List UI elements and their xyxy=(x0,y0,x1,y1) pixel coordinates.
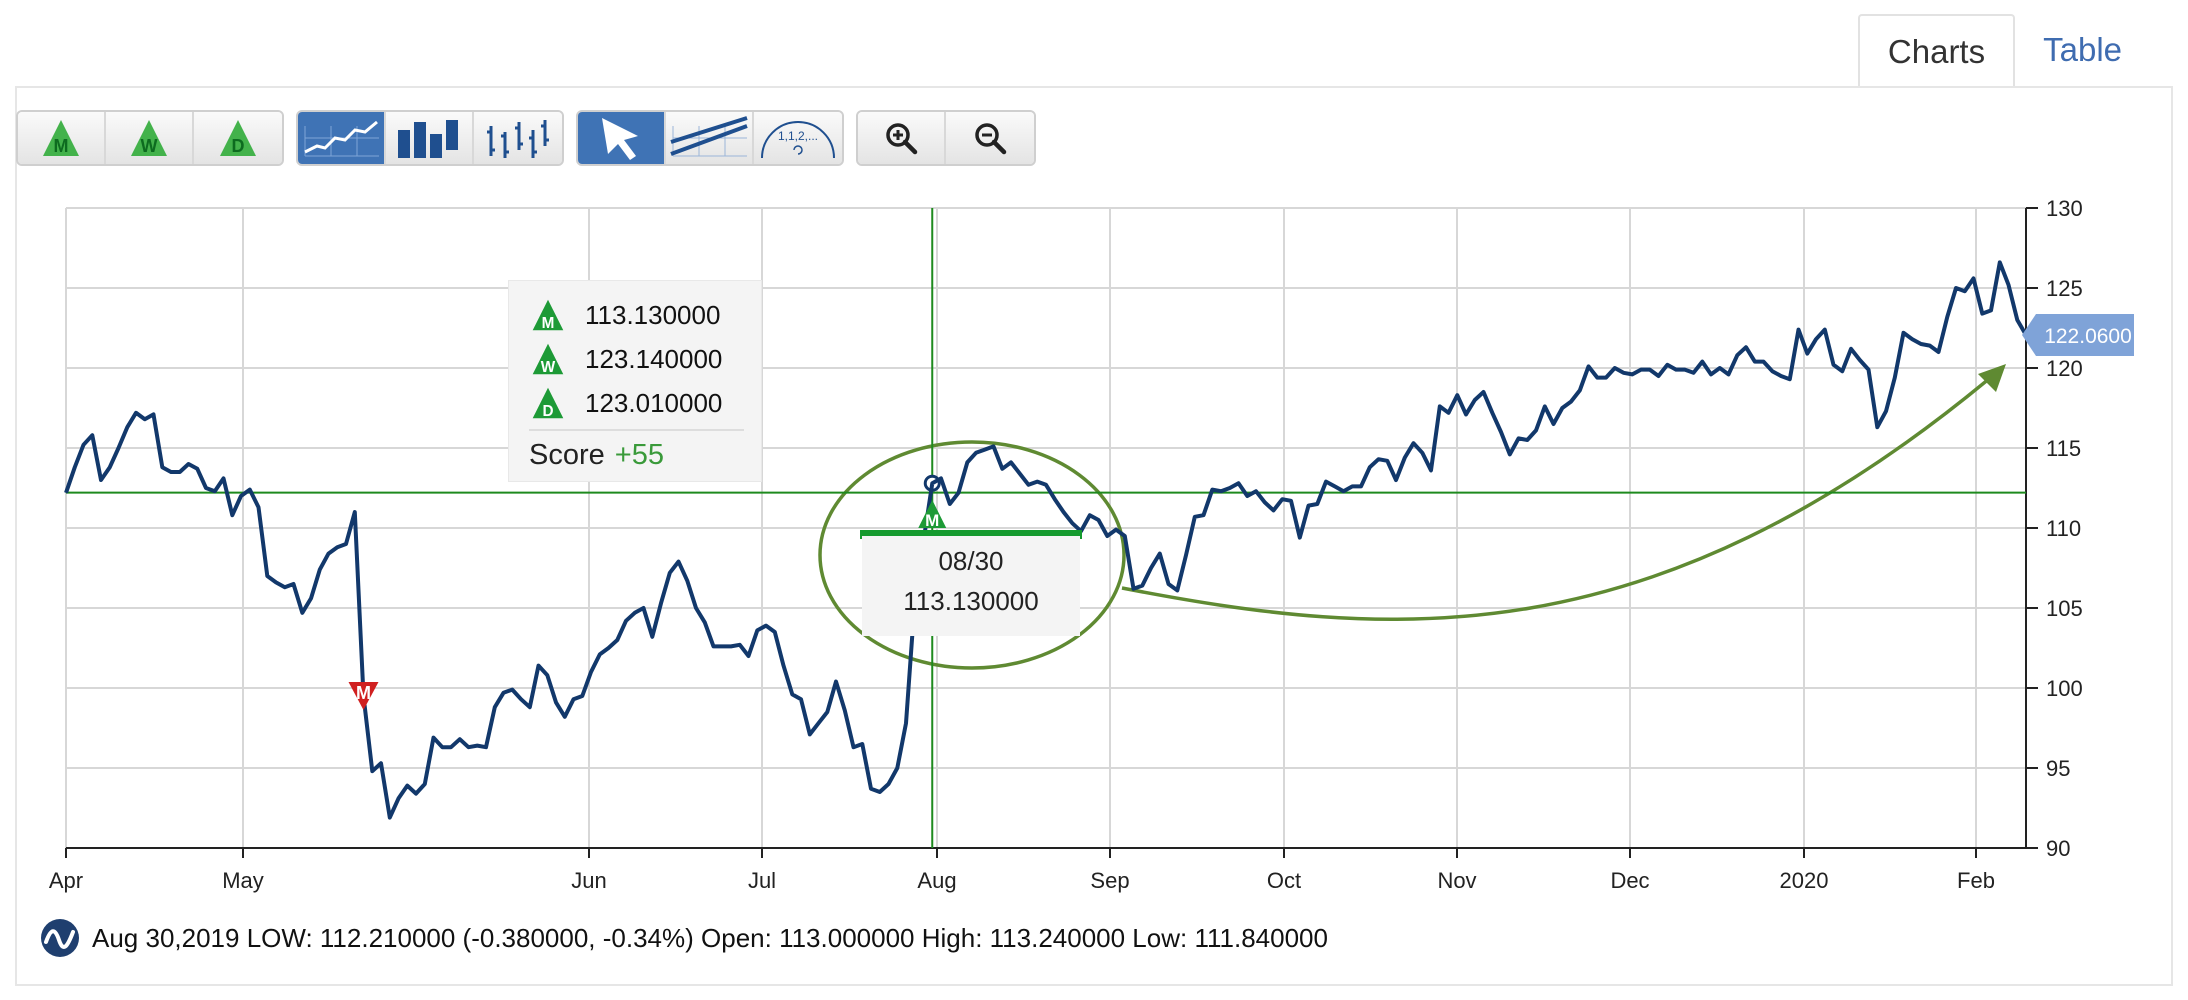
monthly-up-icon: M xyxy=(532,299,564,332)
weekly-signal-button[interactable]: W xyxy=(106,112,194,164)
monthly-signal-icon: M xyxy=(43,120,79,156)
svg-text:D: D xyxy=(232,136,245,156)
tab-charts[interactable]: Charts xyxy=(1857,14,2016,88)
crosshair-date: 08/30 xyxy=(938,546,1004,576)
x-tick-label: Apr xyxy=(49,868,83,893)
weekly-up-icon: W xyxy=(532,343,564,376)
tooltip-monthly-value: 113.130000 xyxy=(585,299,721,330)
pointer-tool-button[interactable] xyxy=(578,112,666,164)
x-tick-label: Aug xyxy=(917,868,956,893)
signal-markers: MM xyxy=(348,500,947,710)
price-tag-label: 122.0600 xyxy=(2044,325,2132,348)
x-tick-label: 2020 xyxy=(1780,868,1829,893)
svg-text:M: M xyxy=(54,136,69,156)
crosshair-date-box: 08/30 113.130000 xyxy=(862,536,1080,636)
y-tick-label: 125 xyxy=(2046,276,2083,301)
y-tick-label: 120 xyxy=(2046,356,2083,381)
x-axis: Apr May Jun Jul Aug Sep Oct Nov Dec 2020 Feb xyxy=(49,847,2026,893)
annotation-arrow xyxy=(1121,376,1992,622)
bar-chart-icon xyxy=(398,120,458,158)
daily-signal-button[interactable]: D xyxy=(194,112,282,164)
view-tabs: Charts Table xyxy=(1857,14,2150,88)
x-tick-label: Jul xyxy=(748,868,776,893)
chart-footer: Aug 30,2019 LOW: 112.210000 (-0.380000, … xyxy=(40,916,1328,960)
series-line xyxy=(64,260,2028,820)
svg-text:M: M xyxy=(542,315,555,332)
trendline-icon xyxy=(670,116,748,157)
sell-signal-marker xyxy=(348,682,379,710)
svg-text:1,1,2,...: 1,1,2,... xyxy=(778,129,818,143)
line-chart-icon xyxy=(304,120,379,157)
signal-tooltip: M 113.130000 W 123.140000 D 123.010000 S… xyxy=(508,280,762,482)
svg-text:W: W xyxy=(541,359,556,376)
x-tick-label: Nov xyxy=(1437,868,1476,893)
crosshair-value: 113.130000 xyxy=(903,586,1039,616)
line-chart-button[interactable] xyxy=(298,112,386,164)
tooltip-weekly-value: 123.140000 xyxy=(585,343,723,374)
chart-type-group xyxy=(296,110,564,166)
x-tick-label: Oct xyxy=(1267,868,1301,893)
chart-panel xyxy=(15,86,2173,986)
tooltip-daily-row: D 123.010000 xyxy=(531,383,722,423)
monthly-signal-button[interactable]: M xyxy=(18,112,106,164)
buy-signal-marker xyxy=(918,500,947,528)
wave-logo-icon xyxy=(41,919,79,957)
annotation-ellipse xyxy=(818,440,1126,670)
buy-signal-label: M xyxy=(925,511,939,530)
zoom-group xyxy=(856,110,1036,166)
bar-chart-button[interactable] xyxy=(386,112,474,164)
fibonacci-tool-button[interactable]: 1,1,2,... xyxy=(754,112,842,164)
y-tick-label: 130 xyxy=(2046,196,2083,221)
svg-text:D: D xyxy=(542,403,553,420)
crosshair-date-bar xyxy=(860,530,1082,539)
annotation-arrowhead xyxy=(1978,364,2006,392)
zoom-out-button[interactable] xyxy=(946,112,1034,164)
pointer-arrow-icon xyxy=(602,118,638,160)
x-tick-label: Jun xyxy=(571,868,606,893)
weekly-signal-icon: W xyxy=(131,120,167,156)
y-axis: 90 95 100 105 110 115 120 125 130 xyxy=(2025,196,2083,861)
x-tick-label: Dec xyxy=(1610,868,1649,893)
tools-group: 1,1,2,... xyxy=(576,110,844,166)
score-value: +55 xyxy=(614,439,664,471)
sell-signal-label: M xyxy=(356,683,371,703)
tab-table[interactable]: Table xyxy=(2043,31,2122,68)
zoom-out-icon xyxy=(975,123,1007,155)
y-tick-label: 90 xyxy=(2046,836,2070,861)
y-tick-label: 100 xyxy=(2046,676,2083,701)
y-tick-label: 115 xyxy=(2046,436,2081,461)
chart-toolbar: M W D 1,1,2,... xyxy=(16,110,1036,166)
tooltip-monthly-row: M 113.130000 xyxy=(531,295,720,335)
score-label: Score xyxy=(529,439,605,471)
tooltip-score: Score +55 xyxy=(529,429,744,472)
x-tick-label: Feb xyxy=(1957,868,1995,893)
trendline-tool-button[interactable] xyxy=(666,112,754,164)
fibonacci-icon: 1,1,2,... xyxy=(761,121,835,159)
footer-ohlc-text: Aug 30,2019 LOW: 112.210000 (-0.380000, … xyxy=(92,922,1328,953)
signal-group: M W D xyxy=(16,110,284,166)
zoom-in-icon xyxy=(886,123,918,155)
x-tick-label: Sep xyxy=(1090,868,1129,893)
y-tick-label: 110 xyxy=(2046,516,2081,541)
chart-grid xyxy=(65,207,2026,849)
tooltip-daily-value: 123.010000 xyxy=(585,387,723,418)
daily-up-icon: D xyxy=(532,387,564,420)
y-tick-label: 95 xyxy=(2046,756,2070,781)
tooltip-weekly-row: W 123.140000 xyxy=(531,339,722,379)
x-tick-label: May xyxy=(222,868,264,893)
svg-text:W: W xyxy=(141,136,158,156)
last-price-tag: 122.0600 xyxy=(2022,314,2134,357)
y-tick-label: 105 xyxy=(2046,596,2083,621)
price-tag-shape xyxy=(2022,314,2134,357)
daily-signal-icon: D xyxy=(220,120,256,156)
ohlc-chart-button[interactable] xyxy=(474,112,562,164)
zoom-in-button[interactable] xyxy=(858,112,946,164)
ohlc-chart-icon xyxy=(487,120,549,158)
